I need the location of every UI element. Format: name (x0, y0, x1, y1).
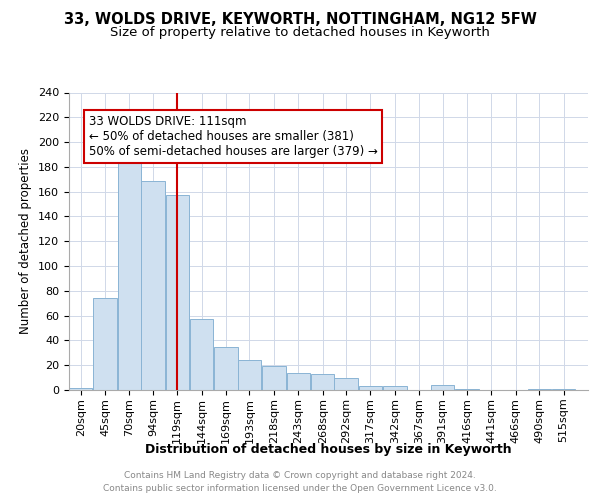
Bar (383, 386, 407, 390)
Text: 33 WOLDS DRIVE: 111sqm
← 50% of detached houses are smaller (381)
50% of semi-de: 33 WOLDS DRIVE: 111sqm ← 50% of detached… (89, 115, 377, 158)
Y-axis label: Number of detached properties: Number of detached properties (19, 148, 32, 334)
Bar (94, 298, 117, 390)
Bar (455, 389, 479, 390)
Bar (527, 389, 551, 390)
Bar (262, 366, 286, 390)
Text: Contains public sector information licensed under the Open Government Licence v3: Contains public sector information licen… (103, 484, 497, 493)
Bar (141, 180, 164, 390)
Bar (552, 389, 575, 390)
Bar (238, 360, 261, 390)
Bar (311, 374, 334, 390)
Bar (359, 386, 382, 390)
Bar (166, 196, 189, 390)
Bar (190, 320, 214, 390)
Bar (334, 378, 358, 390)
Text: Contains HM Land Registry data © Crown copyright and database right 2024.: Contains HM Land Registry data © Crown c… (124, 471, 476, 480)
Bar (287, 372, 310, 390)
Bar (214, 346, 238, 390)
Text: Size of property relative to detached houses in Keyworth: Size of property relative to detached ho… (110, 26, 490, 39)
Text: 33, WOLDS DRIVE, KEYWORTH, NOTTINGHAM, NG12 5FW: 33, WOLDS DRIVE, KEYWORTH, NOTTINGHAM, N… (64, 12, 536, 28)
Bar (69, 388, 92, 390)
Bar (431, 385, 454, 390)
Bar (118, 146, 141, 390)
Text: Distribution of detached houses by size in Keyworth: Distribution of detached houses by size … (145, 442, 512, 456)
